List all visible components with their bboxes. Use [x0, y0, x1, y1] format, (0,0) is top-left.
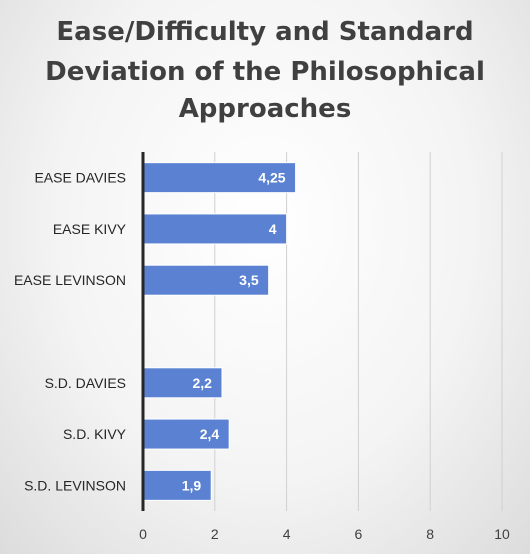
bar-5	[142, 418, 230, 450]
bar-4	[142, 367, 223, 399]
bar-0	[142, 162, 297, 194]
x-tick-label-4: 8	[426, 526, 434, 542]
x-tick-label-0: 0	[139, 526, 147, 542]
category-label-1: EASE KIVY	[53, 221, 127, 237]
x-axis-ticks: 0 2 4 6 8 10	[139, 526, 510, 542]
chart-title-line-3: Approaches	[179, 94, 352, 124]
data-label-0: 4,25	[258, 170, 285, 186]
data-label-2: 3,5	[239, 272, 259, 288]
category-labels: EASE DAVIES EASE KIVY EASE LEVINSON S.D. DA…	[14, 170, 127, 494]
chart-title-line-2: Deviation of the Philosophical	[45, 57, 485, 87]
data-label-4: 2,2	[193, 375, 213, 391]
x-tick-label-3: 6	[355, 526, 363, 542]
bar-1	[142, 213, 288, 245]
data-label-5: 2,4	[200, 426, 220, 442]
category-label-5: S.D. KIVY	[63, 426, 127, 442]
x-tick-label-5: 10	[494, 526, 510, 542]
category-label-4: S.D. DAVIES	[45, 375, 126, 391]
chart-title: Ease/Difficulty and Standard Deviation o…	[45, 17, 485, 124]
data-label-6: 1,9	[182, 477, 202, 493]
category-label-2: EASE LEVINSON	[14, 272, 126, 288]
data-label-1: 4	[269, 221, 277, 237]
x-tick-label-2: 4	[283, 526, 291, 542]
bar-6	[142, 469, 212, 501]
category-label-0: EASE DAVIES	[34, 170, 126, 186]
bars: 4,25 4 3,5 2,2 2,4 1,9	[142, 162, 297, 501]
category-label-6: S.D. LEVINSON	[24, 477, 126, 493]
x-tick-label-1: 2	[211, 526, 219, 542]
chart-title-line-1: Ease/Difficulty and Standard	[56, 17, 473, 47]
gridlines	[214, 152, 503, 511]
